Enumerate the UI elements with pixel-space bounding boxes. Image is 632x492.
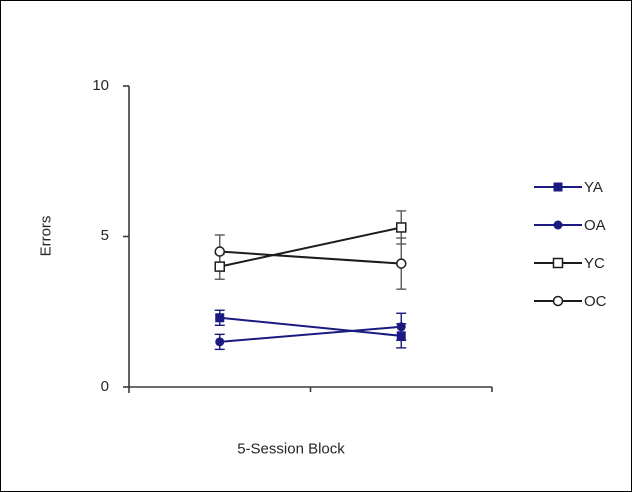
series-line-oa bbox=[219, 325, 402, 343]
y-tick-label-0: 0 bbox=[100, 378, 109, 395]
marker-oc bbox=[396, 258, 407, 269]
legend-marker-oa bbox=[534, 220, 582, 230]
series-line-oc bbox=[219, 250, 402, 265]
legend-entry-oa: OA bbox=[534, 206, 607, 244]
legend-label-ya: YA bbox=[584, 178, 603, 196]
marker-ya bbox=[396, 331, 406, 341]
marker-yc bbox=[214, 261, 225, 272]
y-axis-title: Errors bbox=[37, 215, 55, 257]
legend-marker-oc bbox=[534, 295, 582, 307]
marker-oc bbox=[214, 246, 225, 257]
series-line-yc bbox=[219, 226, 402, 268]
y-tick-label-10: 10 bbox=[92, 77, 109, 94]
legend-entry-oc: OC bbox=[534, 282, 607, 320]
marker-yc bbox=[396, 222, 407, 233]
legend-marker-yc bbox=[534, 257, 582, 269]
legend-entry-yc: YC bbox=[534, 244, 607, 282]
legend-label-oa: OA bbox=[584, 216, 606, 234]
marker-oa bbox=[396, 322, 406, 332]
marker-oa bbox=[215, 337, 225, 347]
series-line-ya bbox=[219, 316, 402, 337]
legend-marker-ya bbox=[534, 182, 582, 192]
legend-label-oc: OC bbox=[584, 292, 607, 310]
x-axis-title: 5-Session Block bbox=[237, 440, 345, 458]
legend-entry-ya: YA bbox=[534, 168, 607, 206]
legend: YA OA YC OC bbox=[534, 168, 607, 320]
marker-ya bbox=[215, 313, 225, 323]
y-tick-label-5: 5 bbox=[100, 227, 109, 244]
legend-label-yc: YC bbox=[584, 254, 605, 272]
